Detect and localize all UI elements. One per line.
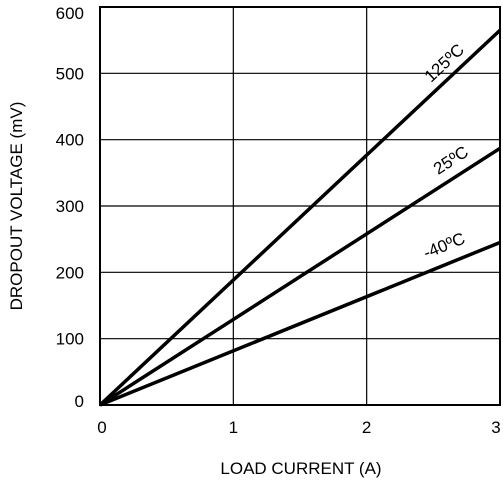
x-axis-title: LOAD CURRENT (A) (220, 459, 381, 478)
y-tick-label: 400 (56, 131, 84, 150)
y-tick-label: 300 (56, 197, 84, 216)
x-tick-label: 2 (362, 418, 371, 437)
series-label-group-0: 125ºC (421, 40, 468, 86)
y-axis-title: DROPOUT VOLTAGE (mV) (7, 102, 26, 311)
y-tick-label: 600 (56, 4, 84, 23)
x-tick-label: 1 (229, 418, 238, 437)
series-label-group-1: 25ºC (430, 142, 472, 178)
x-tick-label: 3 (491, 418, 500, 437)
grid-lines (100, 7, 500, 405)
series-label-0: 125ºC (421, 40, 468, 86)
series-lines (98, 28, 502, 407)
y-tick-label: 200 (56, 263, 84, 282)
series-line-2 (99, 240, 501, 407)
plot-border (99, 6, 501, 406)
series-line-1 (99, 146, 501, 407)
y-tick-label: 0 (75, 392, 84, 411)
y-tick-label: 100 (56, 330, 84, 349)
series-line-0 (98, 28, 502, 407)
series-label-1: 25ºC (430, 142, 472, 178)
plot-frame (99, 6, 501, 406)
y-tick-label: 500 (56, 64, 84, 83)
x-tick-label: 0 (97, 418, 106, 437)
tick-labels: 0 1 2 3 0 100 200 300 400 500 600 (56, 4, 501, 437)
